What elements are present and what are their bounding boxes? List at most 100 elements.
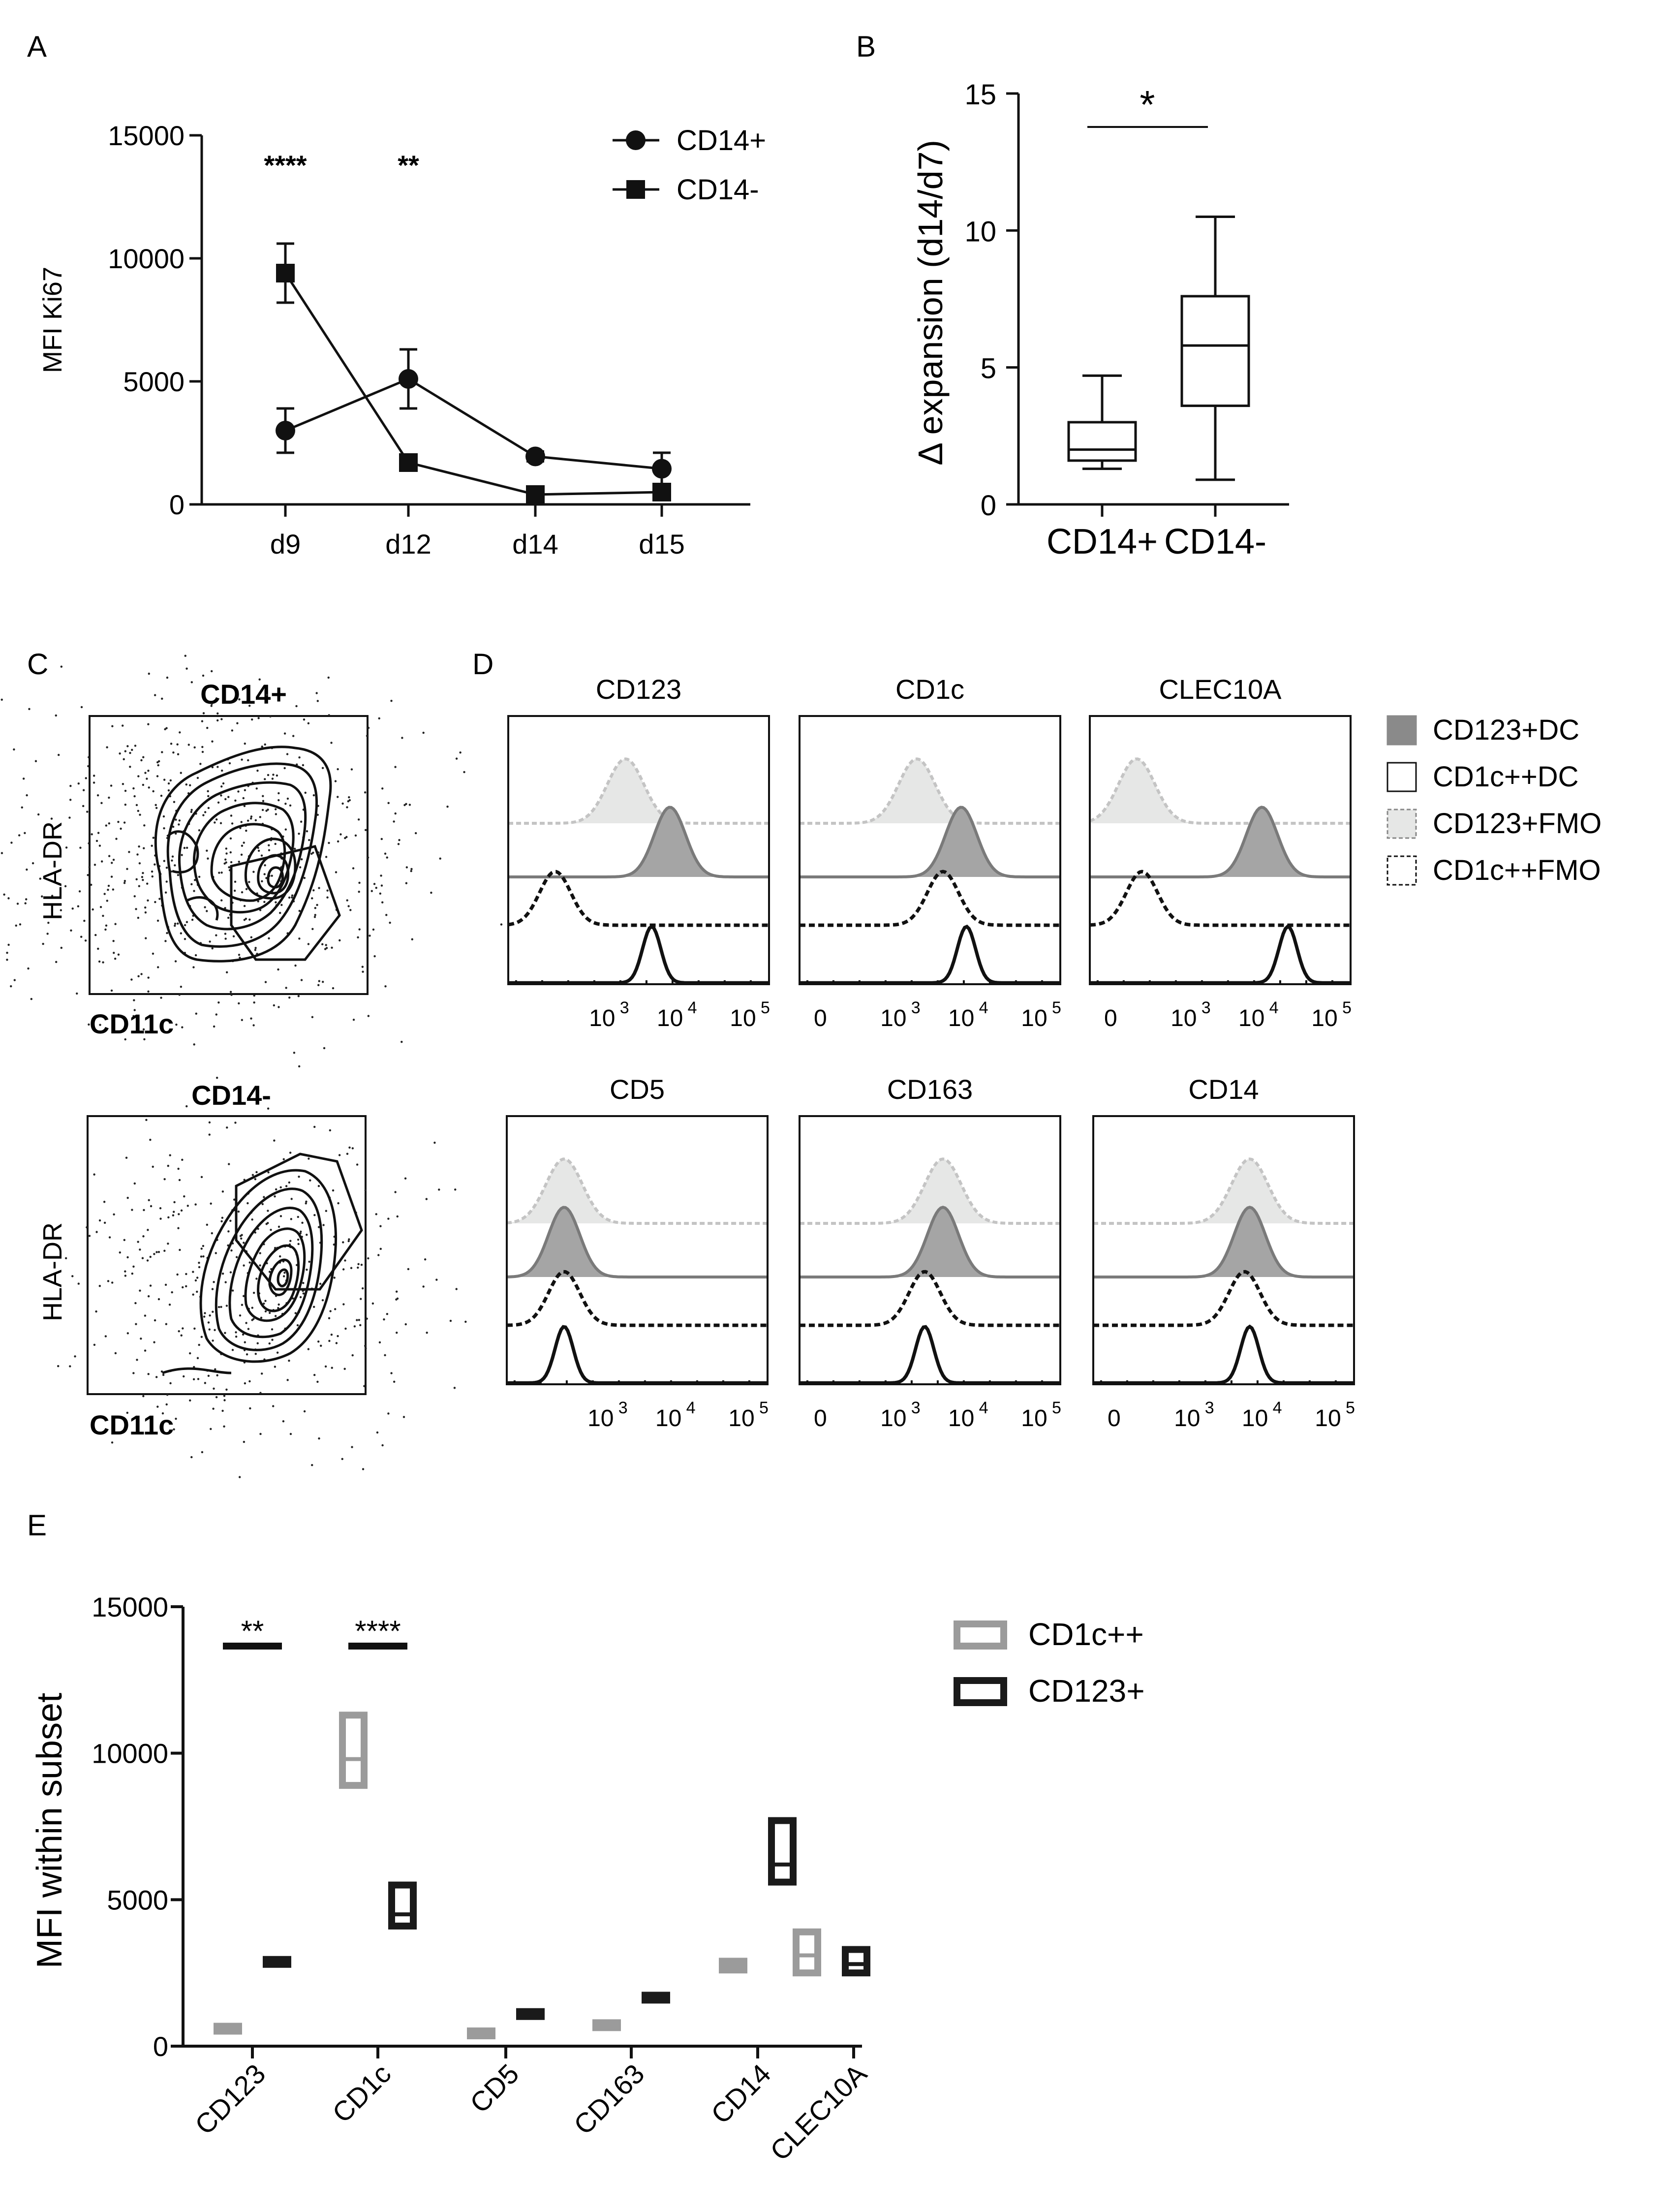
contour-dot xyxy=(277,1006,280,1008)
histogram-axis-label: 10 xyxy=(948,1005,974,1031)
contour-dot xyxy=(291,896,293,899)
contour-dot xyxy=(250,815,253,818)
contour-dot xyxy=(333,1277,336,1279)
contour-dot xyxy=(140,973,143,975)
contour-dot xyxy=(106,746,108,748)
contour-dot xyxy=(288,896,291,899)
contour-dot xyxy=(243,805,246,808)
histogram-cd123-fmo xyxy=(508,757,769,825)
contour-dot xyxy=(178,994,181,996)
contour-dot xyxy=(307,1348,310,1350)
contour-dot xyxy=(334,780,337,782)
contour-dot xyxy=(123,758,125,761)
contour-dot xyxy=(223,1399,226,1402)
contour-dot xyxy=(378,1341,381,1344)
contour-dot xyxy=(347,905,350,907)
contour-dot xyxy=(393,1380,396,1383)
contour-dot xyxy=(171,855,174,858)
a-point-circle xyxy=(652,459,672,479)
contour-dot xyxy=(463,771,465,774)
contour-dot xyxy=(298,1065,301,1068)
contour-dot xyxy=(367,1015,370,1017)
contour-dot xyxy=(285,987,287,989)
panel-d-legend: CD123+DC CD1c++DC CD123+FMO CD1c++FMO xyxy=(1387,714,1602,886)
contour-dot xyxy=(189,784,191,786)
contour-dot xyxy=(98,1285,101,1287)
contour-dot xyxy=(203,1315,206,1318)
contour-dot xyxy=(99,905,102,908)
contour-dot xyxy=(180,985,183,988)
contour-dot xyxy=(202,674,205,677)
contour-xlabel-cd14pos: CD11c xyxy=(90,1008,174,1039)
contour-dot xyxy=(147,990,150,993)
contour-dot xyxy=(313,916,316,918)
contour-dot xyxy=(204,1312,206,1314)
contour-dot xyxy=(139,813,141,816)
contour-dot xyxy=(246,1353,248,1356)
contour-dot xyxy=(113,1213,115,1215)
contour-dot xyxy=(93,864,96,866)
contour-dot xyxy=(264,981,267,983)
contour-dot xyxy=(169,1154,171,1156)
contour-dot xyxy=(278,1255,281,1258)
contour-dot xyxy=(317,984,320,986)
contour-dot xyxy=(282,1275,285,1277)
histogram-axis-label: 10 xyxy=(1021,1005,1047,1031)
contour-dot xyxy=(211,703,213,705)
contour-dot xyxy=(254,819,257,822)
a-y-axis-label: MFI Ki67 xyxy=(38,267,67,373)
contour-dot xyxy=(220,1306,222,1309)
contour-dot xyxy=(277,1303,280,1306)
contour-dot xyxy=(342,1241,344,1244)
contour-dot xyxy=(337,1335,339,1338)
contour-dot xyxy=(258,678,261,681)
contour-dot xyxy=(28,708,31,711)
contour-dot xyxy=(220,899,223,902)
contour-dot xyxy=(147,723,150,725)
contour-dot xyxy=(92,775,95,777)
contour-dot xyxy=(165,1403,168,1406)
contour-dot xyxy=(295,705,298,708)
contour-dot xyxy=(338,1154,341,1156)
contour-dot xyxy=(180,1334,183,1337)
contour-dot xyxy=(326,889,329,892)
contour-dot xyxy=(297,1243,300,1246)
contour-lines-cd14pos xyxy=(154,746,341,963)
contour-dot xyxy=(185,1285,187,1287)
contour-dot xyxy=(119,752,121,755)
contour-dot xyxy=(378,717,380,720)
contour-dot xyxy=(250,1017,252,1020)
contour-dot xyxy=(0,698,3,701)
contour-dot xyxy=(172,751,175,754)
contour-dot xyxy=(91,833,93,836)
contour-dot xyxy=(51,908,54,911)
contour-dot xyxy=(259,1264,261,1267)
histogram-axis-exponent: 4 xyxy=(1269,998,1279,1017)
contour-dot xyxy=(270,1228,272,1231)
contour-dot xyxy=(55,961,58,964)
contour-dot xyxy=(117,953,120,956)
histogram-cd123-fmo xyxy=(800,757,1060,825)
b-y-tick-label: 15 xyxy=(964,79,996,111)
contour-dot xyxy=(299,1296,302,1299)
contour-dot xyxy=(273,1139,276,1142)
a-x-tick-label: d15 xyxy=(639,529,684,560)
contour-dot xyxy=(110,989,113,992)
contour-dot xyxy=(259,1433,262,1435)
contour-dot xyxy=(422,1285,425,1288)
contour-dot xyxy=(343,1368,346,1370)
contour-dot xyxy=(277,968,279,971)
contour-dot xyxy=(288,1359,290,1362)
contour-dot xyxy=(169,779,172,782)
contour-dot xyxy=(241,1304,244,1306)
histogram-cd123-dc xyxy=(507,1206,768,1278)
contour-dot xyxy=(237,1210,240,1213)
contour-dot xyxy=(394,1191,397,1193)
e-y-tick-label: 15000 xyxy=(92,1591,168,1622)
contour-dot xyxy=(79,846,82,849)
contour-dot xyxy=(168,1303,171,1306)
contour-dot xyxy=(107,884,110,887)
contour-dot xyxy=(210,1202,212,1205)
contour-dot xyxy=(100,860,103,863)
contour-dot xyxy=(88,866,91,869)
